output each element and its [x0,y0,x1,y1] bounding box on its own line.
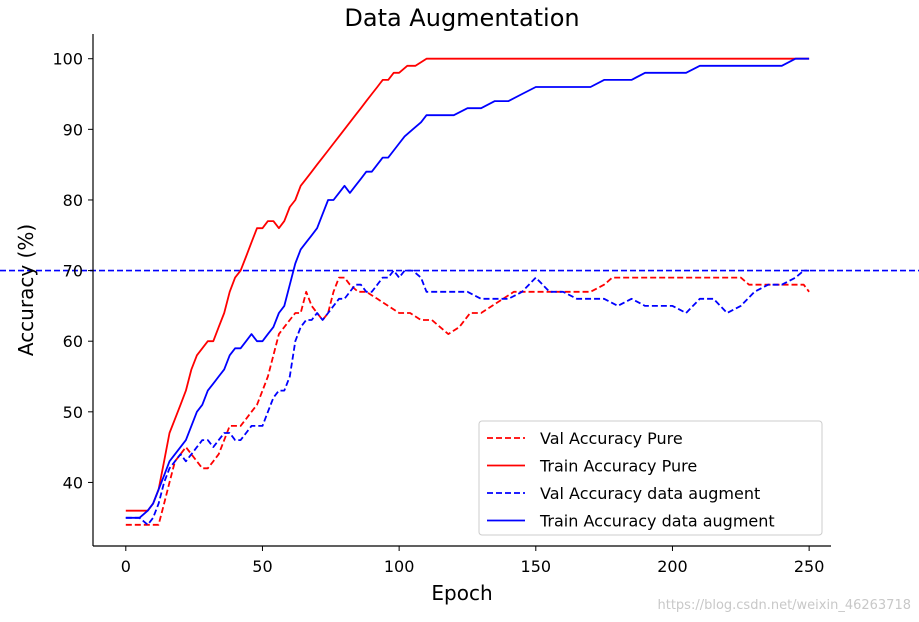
x-tick-label: 150 [521,557,552,576]
legend-label-2: Val Accuracy data augment [540,484,760,503]
series-line-3 [125,57,810,519]
chart-title: Data Augmentation [344,4,579,32]
x-tick-label: 100 [384,557,415,576]
series-line-0 [125,276,810,526]
axes [92,34,831,547]
legend-box [478,420,823,536]
legend-label-3: Train Accuracy data augment [539,512,775,531]
legend: Val Accuracy Pure Train Accuracy Pure Val … [478,420,823,536]
x-tick-label: 250 [794,557,825,576]
x-tick-label: 0 [121,557,131,576]
legend-label-1: Train Accuracy Pure [539,457,697,476]
y-tick-label: 80 [63,191,83,210]
y-tick-label: 40 [63,473,83,492]
x-axis-title: Epoch [431,581,492,605]
y-ticks: 40 50 60 70 80 90 100 [52,50,93,492]
y-tick-label: 100 [52,50,83,69]
legend-label-0: Val Accuracy Pure [540,429,683,448]
y-tick-label: 50 [63,403,83,422]
x-tick-label: 200 [657,557,688,576]
x-ticks: 0 50 100 150 200 250 [121,546,825,576]
y-axis-title: Accuracy (%) [14,224,38,356]
series-line-1 [125,57,810,512]
watermark: https://blog.csdn.net/weixin_46263718 [657,598,911,613]
plot-area [0,57,919,526]
y-tick-label: 60 [63,332,83,351]
y-tick-label: 90 [63,120,83,139]
y-tick-label: 70 [63,262,83,281]
series-line-2 [125,269,810,526]
x-tick-label: 50 [252,557,272,576]
